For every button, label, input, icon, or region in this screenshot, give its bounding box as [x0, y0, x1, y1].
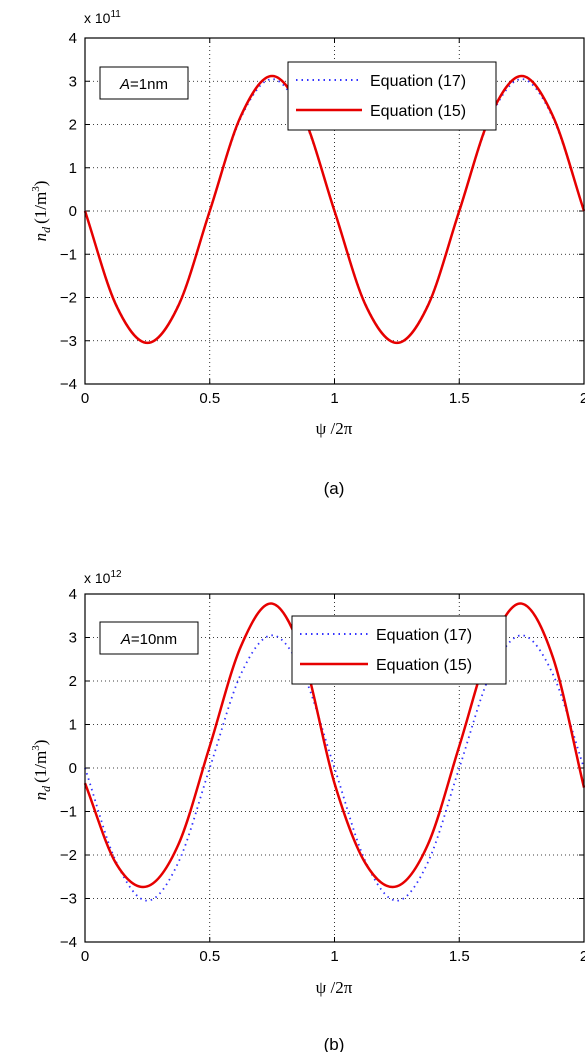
plot-frame-b — [84, 593, 585, 943]
legend-entry-eq17-a: Equation (17) — [370, 73, 466, 90]
y-tick-label-b-4: 0 — [69, 760, 77, 777]
y-tick-label-b-3: −1 — [60, 804, 77, 821]
series-a — [83, 74, 585, 345]
y-tick-label-b-7: 3 — [69, 630, 77, 647]
y-ticks-b: −4 −3 −2 −1 0 1 2 3 4 — [60, 586, 584, 951]
annotation-a: A=1nm — [119, 76, 168, 93]
y-tick-label-b-0: −4 — [60, 934, 77, 951]
x-tick-label-a-0: 0 — [81, 390, 89, 407]
y-tick-label-a-1: −3 — [60, 333, 77, 350]
y-tick-label-a-3: −1 — [60, 246, 77, 263]
y-tick-label-a-6: 2 — [69, 117, 77, 134]
y-axis-label-a: nd(1/m3) — [30, 181, 53, 242]
y-tick-label-b-8: 4 — [69, 586, 77, 603]
x-tick-label-b-2: 1 — [330, 948, 338, 965]
x-axis-label-a: ψ /2π — [316, 419, 353, 438]
series-eq17-line-b — [84, 634, 585, 902]
legend-a: Equation (17) Equation (15) — [287, 61, 497, 131]
x-tick-label-b-4: 2 — [580, 948, 585, 965]
y-tick-label-a-0: −4 — [60, 376, 77, 393]
legend-entry-eq17-b: Equation (17) — [376, 627, 472, 644]
x-tick-label-b-3: 1.5 — [449, 948, 470, 965]
x-tick-label-b-0: 0 — [81, 948, 89, 965]
annotation-b: A=10nm — [120, 631, 177, 648]
legend-entry-eq15-a: Equation (15) — [370, 103, 466, 120]
multiplier-b: x 1012 — [84, 569, 122, 586]
y-axis-label-b: nd(1/m3) — [30, 740, 53, 801]
y-tick-label-a-7: 3 — [69, 73, 77, 90]
y-ticks-a: −4 −3 −2 −1 0 1 2 3 4 — [60, 30, 584, 393]
annotation-box-b: A=10nm — [99, 621, 199, 655]
y-tick-label-b-1: −3 — [60, 891, 77, 908]
x-tick-label-a-4: 2 — [580, 390, 585, 407]
x-ticks-b: 0 0.5 1 1.5 2 — [81, 594, 585, 965]
y-tick-label-b-6: 2 — [69, 673, 77, 690]
legend-b: Equation (17) Equation (15) — [291, 615, 507, 685]
y-tick-label-a-2: −2 — [60, 290, 77, 307]
multiplier-a: x 1011 — [84, 9, 121, 26]
x-tick-label-b-1: 0.5 — [199, 948, 220, 965]
y-tick-label-a-4: 0 — [69, 203, 77, 220]
panel-label-b: (b) — [324, 1035, 345, 1052]
x-tick-label-a-2: 1 — [330, 390, 338, 407]
x-ticks-a: 0 0.5 1 1.5 2 — [81, 38, 585, 407]
legend-entry-eq15-b: Equation (15) — [376, 657, 472, 674]
x-tick-label-a-1: 0.5 — [199, 390, 220, 407]
series-eq15-line-a — [83, 74, 585, 345]
x-axis-label-b: ψ /2π — [316, 978, 353, 997]
y-tick-label-a-5: 1 — [69, 160, 77, 177]
x-tick-label-a-3: 1.5 — [449, 390, 470, 407]
annotation-box-a: A=1nm — [99, 66, 189, 100]
y-tick-label-b-2: −2 — [60, 847, 77, 864]
y-tick-label-b-5: 1 — [69, 717, 77, 734]
panel-label-a: (a) — [324, 479, 345, 498]
plot-frame-a — [84, 37, 585, 385]
y-tick-label-a-8: 4 — [69, 30, 77, 47]
